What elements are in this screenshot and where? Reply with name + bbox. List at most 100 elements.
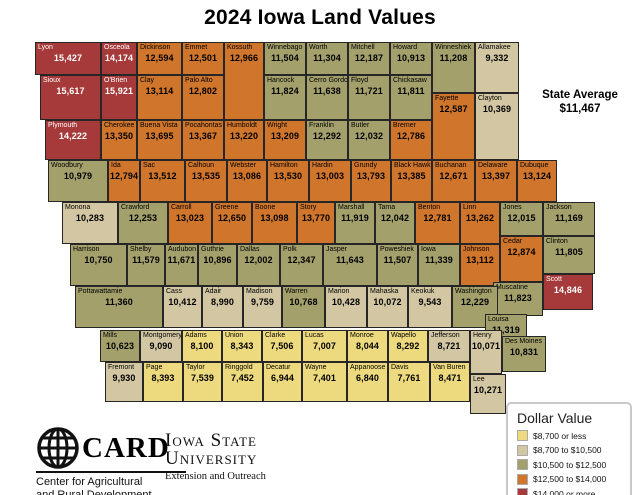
county-sac: Sac 13,512 — [140, 160, 185, 202]
county-name: Madison — [246, 288, 273, 295]
county-value: 11,507 — [383, 255, 412, 265]
county-montgomery: Montgomery 9,090 — [140, 330, 182, 362]
legend-item-tan: $8,700 to $10,500 — [517, 444, 621, 456]
county-osceola: Osceola 14,174 — [101, 42, 137, 75]
county-name: Lucas — [305, 332, 324, 339]
county-name: Howard — [393, 44, 418, 51]
county-value: 11,721 — [355, 86, 383, 96]
county-page: Page 8,393 — [143, 362, 183, 402]
county-value: 12,015 — [507, 213, 536, 223]
county-value: 6,840 — [355, 373, 380, 383]
county-hamilton: Hamilton 13,530 — [267, 160, 309, 202]
county-davis: Davis 7,761 — [388, 362, 430, 402]
legend-label: $8,700 or less — [533, 430, 587, 441]
county-value: 13,003 — [315, 171, 345, 181]
county-name: Appanoose — [350, 364, 386, 371]
county-name: Sac — [143, 162, 156, 169]
card-name-line2: and Rural Development — [36, 489, 152, 495]
county-name: Montgomery — [143, 332, 182, 339]
county-value: 13,023 — [175, 213, 205, 223]
county-name: Humboldt — [227, 122, 257, 129]
county-value: 8,393 — [151, 373, 175, 383]
county-value: 12,292 — [312, 131, 342, 141]
county-webster: Webster 13,086 — [227, 160, 267, 202]
county-calhoun: Calhoun 13,535 — [185, 160, 227, 202]
county-warren: Warren 10,768 — [282, 286, 325, 328]
county-decatur: Decatur 6,944 — [263, 362, 302, 402]
legend-item-red: $14,000 or more — [517, 488, 621, 495]
county-name: Mitchell — [351, 44, 375, 51]
county-value: 11,823 — [504, 293, 532, 303]
county-harrison: Harrison 10,750 — [70, 244, 127, 286]
county-value: 11,504 — [271, 53, 299, 63]
county-value: 13,793 — [356, 171, 386, 181]
county-kossuth: Kossuth 12,966 — [224, 42, 264, 120]
county-bremer: Bremer 12,786 — [390, 120, 432, 160]
county-name: Jasper — [326, 246, 348, 253]
county-value: 11,824 — [271, 86, 299, 96]
county-butler: Butler 12,032 — [348, 120, 390, 160]
page-title: 2024 Iowa Land Values — [204, 6, 436, 29]
county-value: 7,401 — [312, 373, 337, 383]
county-appanoose: Appanoose 6,840 — [347, 362, 388, 402]
county-value: 10,071 — [471, 341, 501, 351]
county-name: Boone — [255, 204, 276, 211]
county-name: Clay — [140, 77, 155, 84]
county-value: 12,229 — [460, 297, 490, 307]
county-value: 10,283 — [75, 213, 105, 223]
county-plymouth: Plymouth 14,222 — [45, 120, 101, 160]
county-value: 15,427 — [53, 53, 83, 63]
county-value: 10,913 — [396, 53, 426, 63]
county-name: Decatur — [266, 364, 291, 371]
county-henry: Henry 10,071 — [470, 330, 502, 374]
county-jasper: Jasper 11,643 — [323, 244, 377, 286]
county-muscatine: Muscatine 11,823 — [493, 282, 543, 316]
county-johnson: Johnson 13,112 — [460, 244, 500, 286]
county-value: 12,802 — [188, 86, 218, 96]
legend-label: $10,500 to $12,500 — [533, 459, 607, 470]
county-name: Wapello — [391, 332, 417, 339]
county-name: Worth — [309, 44, 328, 51]
county-name: Cerro Gordo — [309, 77, 348, 84]
county-name: Carroll — [171, 204, 192, 211]
legend-label: $8,700 to $10,500 — [533, 445, 602, 455]
county-wayne: Wayne 7,401 — [302, 362, 347, 402]
county-value: 7,007 — [312, 341, 337, 351]
county-buena-vista: Buena Vista 13,695 — [137, 120, 182, 160]
county-adair: Adair 8,990 — [202, 286, 243, 328]
county-howard: Howard 10,913 — [390, 42, 432, 75]
county-name: Bremer — [393, 122, 416, 129]
county-name: Allamakee — [478, 44, 511, 51]
county-name: Palo Alto — [185, 77, 213, 84]
county-name: Kossuth — [227, 44, 253, 51]
county-value: 12,347 — [287, 255, 316, 265]
county-value: 8,721 — [437, 341, 461, 351]
county-name: Dubuque — [520, 162, 549, 169]
county-name: Iowa — [421, 246, 436, 253]
county-name: Adams — [185, 332, 207, 339]
county-value: 11,169 — [555, 213, 583, 223]
legend-items: $8,700 or less $8,700 to $10,500 $10,500 t… — [517, 430, 621, 495]
isu-tagline: Extension and Outreach — [165, 471, 266, 482]
county-name: Des Moines — [505, 338, 542, 345]
legend-swatch-tan — [517, 444, 528, 456]
county-value: 12,253 — [128, 213, 158, 223]
county-name: Lyon — [38, 44, 53, 51]
county-van-buren: Van Buren 8,471 — [430, 362, 470, 402]
county-name: Pocahontas — [185, 122, 222, 129]
county-value: 11,638 — [313, 86, 341, 96]
county-clinton: Clinton 11,805 — [543, 236, 595, 274]
county-name: Monroe — [350, 332, 374, 339]
county-dickinson: Dickinson 12,594 — [137, 42, 182, 75]
county-value: 10,271 — [473, 385, 503, 395]
state-average: State Average $11,467 — [523, 88, 637, 116]
county-value: 10,979 — [63, 171, 93, 181]
county-name: Marion — [328, 288, 350, 295]
county-value: 11,919 — [341, 213, 369, 223]
county-lucas: Lucas 7,007 — [302, 330, 347, 362]
county-value: 10,831 — [509, 347, 539, 357]
county-value: 10,896 — [203, 255, 232, 265]
county-value: 12,501 — [188, 53, 218, 63]
county-value: 8,044 — [355, 341, 380, 351]
county-clarke: Clarke 7,506 — [262, 330, 302, 362]
